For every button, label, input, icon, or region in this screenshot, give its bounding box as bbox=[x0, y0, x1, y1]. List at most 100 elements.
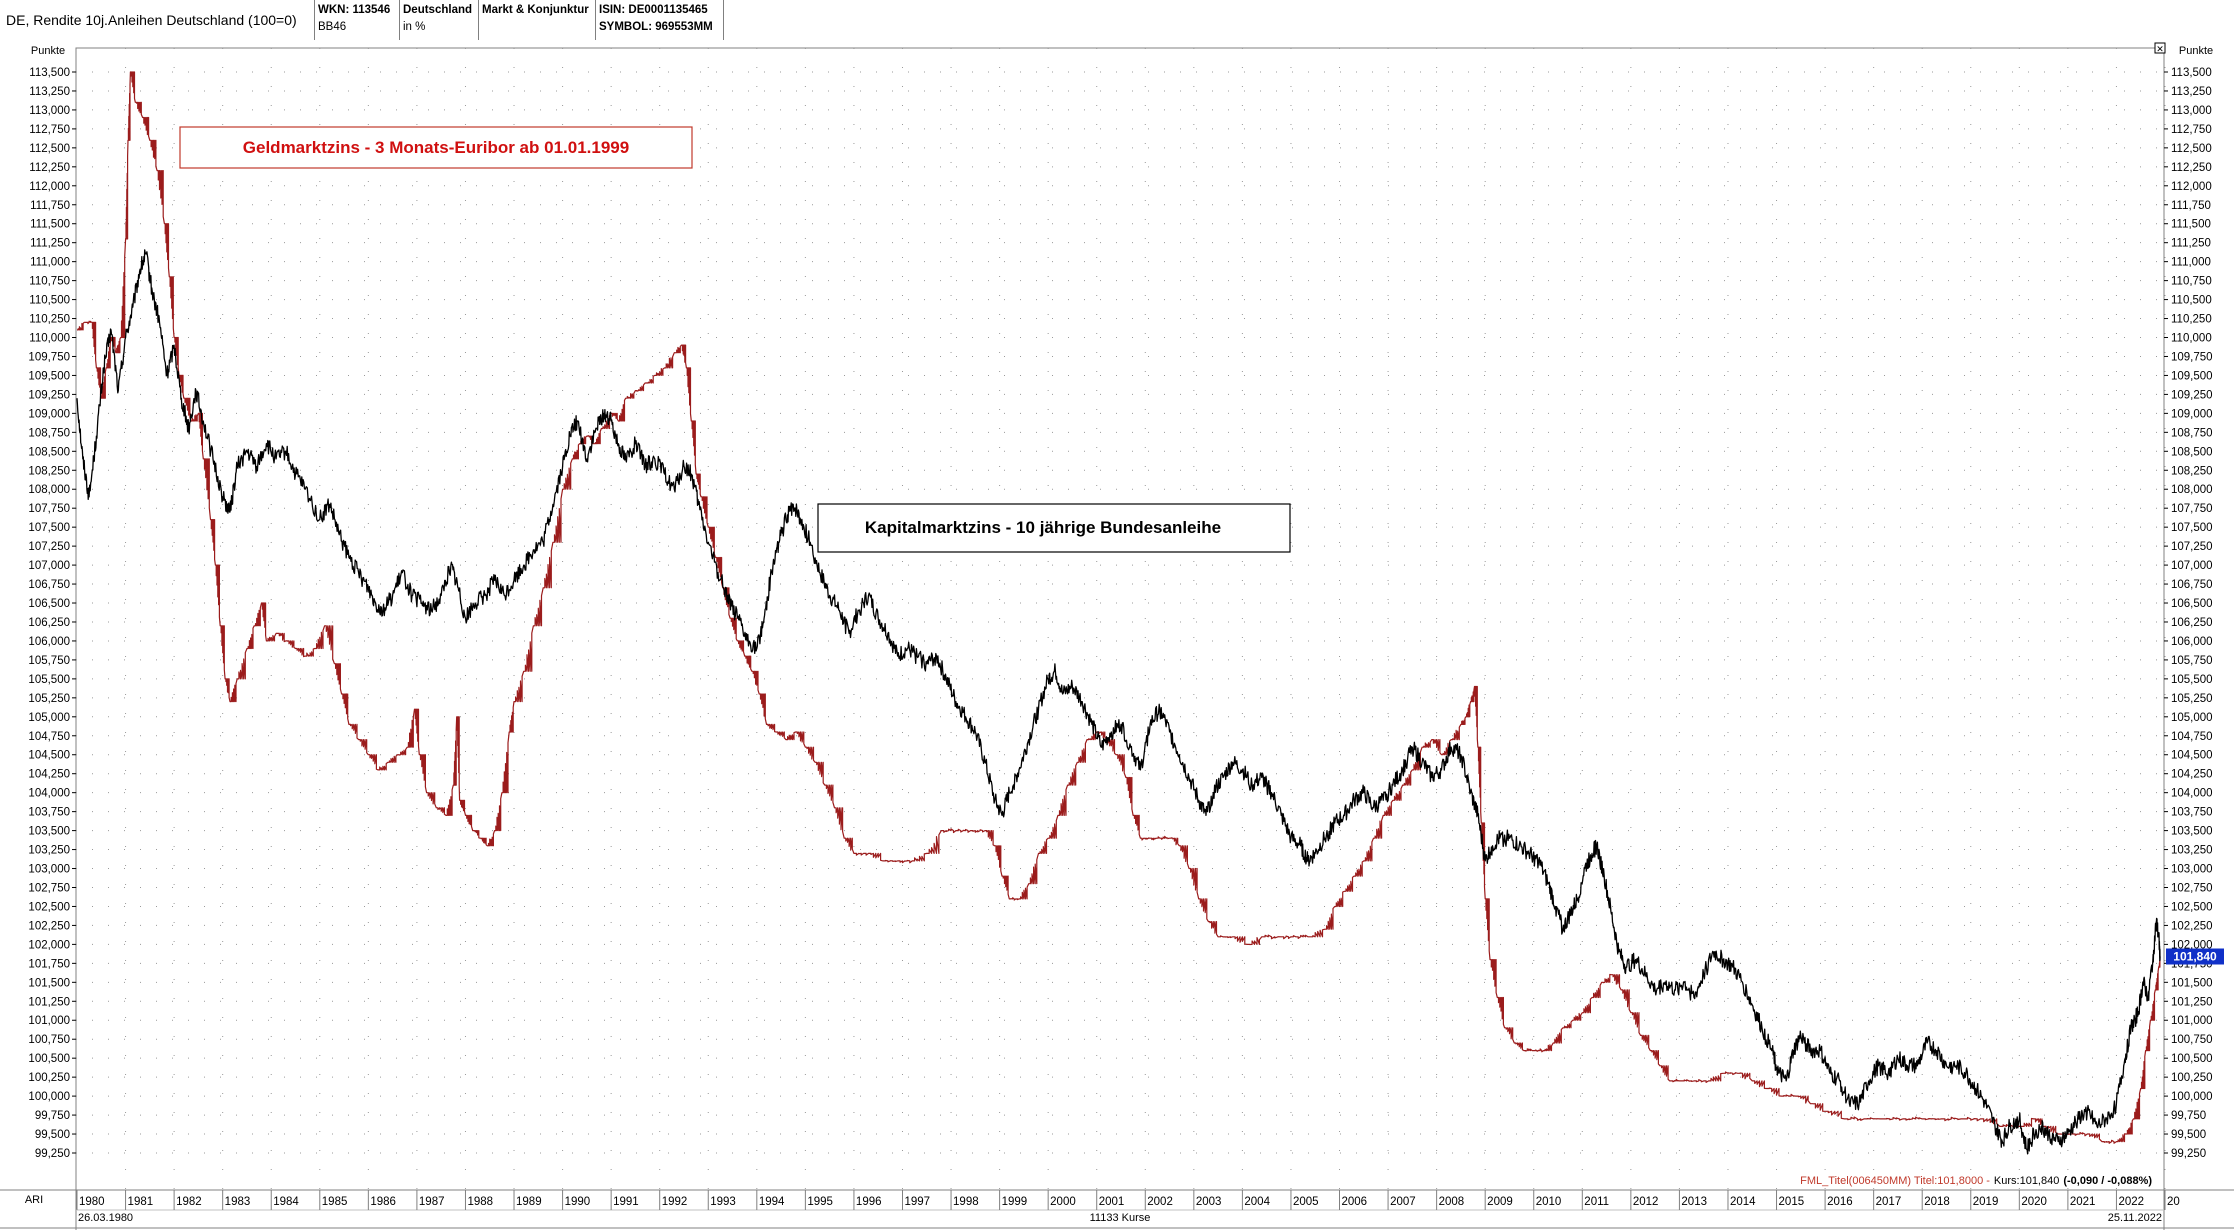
x-tick-label: 1993 bbox=[710, 1196, 736, 1208]
y-tick-label-right: 112,000 bbox=[2171, 181, 2212, 193]
footer-count: 11133 Kurse bbox=[1090, 1212, 1151, 1224]
y-tick-label-left: 103,750 bbox=[28, 807, 70, 819]
y-tick-label-left: 104,000 bbox=[28, 788, 70, 800]
y-axis-title-right: Punkte bbox=[2179, 45, 2213, 57]
y-tick-label-right: 103,250 bbox=[2171, 845, 2213, 857]
x-tick-label: 1980 bbox=[79, 1196, 105, 1208]
y-tick-label-left: 99,500 bbox=[35, 1129, 70, 1141]
footer-left-label: ARI bbox=[25, 1194, 43, 1206]
x-tick-label: 2010 bbox=[1536, 1196, 1562, 1208]
y-tick-label-right: 107,500 bbox=[2171, 522, 2213, 534]
x-tick-label: 1991 bbox=[613, 1196, 639, 1208]
y-tick-label-right: 106,000 bbox=[2171, 636, 2213, 648]
x-axis: 1980 1981 1982 1983 1984 1985 1986 1987 1988 1989… bbox=[76, 1190, 2180, 1210]
x-tick-label: 2018 bbox=[1924, 1196, 1950, 1208]
wkn-label: WKN: 113546 bbox=[318, 4, 391, 16]
x-tick-label: 1998 bbox=[953, 1196, 979, 1208]
y-tick-label-left: 102,750 bbox=[28, 882, 70, 894]
y-tick-label-right: 104,250 bbox=[2171, 769, 2213, 781]
y-tick-label-right: 100,500 bbox=[2171, 1053, 2213, 1065]
y-tick-label-right: 107,250 bbox=[2171, 541, 2213, 553]
x-tick-label: 2021 bbox=[2070, 1196, 2096, 1208]
x-tick-label: 1983 bbox=[225, 1196, 251, 1208]
y-tick-label-right: 109,000 bbox=[2171, 408, 2213, 420]
close-glyph: ✕ bbox=[2156, 44, 2164, 54]
x-tick-label: 2015 bbox=[1779, 1196, 1805, 1208]
y-tick-label-left: 113,000 bbox=[29, 105, 70, 117]
chart-background bbox=[0, 40, 2234, 1230]
legend-title: FML_Titel(006450MM) Titel:101,8000 - bbox=[1800, 1175, 1990, 1187]
y-tick-label-left: 99,750 bbox=[35, 1110, 70, 1122]
y-tick-label-right: 108,250 bbox=[2171, 465, 2213, 477]
y-tick-label-left: 111,000 bbox=[30, 257, 70, 269]
y-tick-label-left: 102,000 bbox=[28, 939, 70, 951]
y-tick-label-right: 100,000 bbox=[2171, 1091, 2213, 1103]
x-tick-label: 1992 bbox=[662, 1196, 688, 1208]
y-tick-label-right: 107,750 bbox=[2171, 503, 2213, 515]
y-tick-label-right: 113,000 bbox=[2171, 105, 2212, 117]
isin-cell: ISIN: DE0001135465 SYMBOL: 969553MM bbox=[596, 0, 724, 40]
y-tick-label-left: 108,500 bbox=[28, 446, 70, 458]
y-tick-label-right: 102,750 bbox=[2171, 882, 2213, 894]
y-tick-label-right: 109,250 bbox=[2171, 389, 2213, 401]
y-tick-label-right: 111,750 bbox=[2171, 200, 2211, 212]
y-axis-title-left: Punkte bbox=[31, 45, 65, 57]
y-tick-label-left: 113,500 bbox=[29, 67, 70, 79]
y-tick-label-right: 110,250 bbox=[2171, 314, 2212, 326]
y-tick-label-left: 106,500 bbox=[28, 598, 70, 610]
wkn-cell: WKN: 113546 BB46 bbox=[315, 0, 400, 40]
x-tick-label: 2012 bbox=[1633, 1196, 1659, 1208]
y-tick-label-left: 106,750 bbox=[28, 579, 70, 591]
y-tick-label-right: 103,000 bbox=[2171, 864, 2213, 876]
x-tick-label: 2006 bbox=[1342, 1196, 1368, 1208]
y-tick-label-left: 99,250 bbox=[35, 1148, 70, 1160]
y-tick-label-left: 100,500 bbox=[28, 1053, 70, 1065]
current-value-badge: 101,840 bbox=[2166, 948, 2224, 965]
y-tick-label-left: 107,750 bbox=[28, 503, 70, 515]
y-tick-label-left: 103,500 bbox=[28, 826, 70, 838]
y-tick-label-left: 109,000 bbox=[28, 408, 70, 420]
legend-kurs: Kurs:101,840 bbox=[1994, 1175, 2059, 1187]
y-tick-label-left: 105,000 bbox=[28, 712, 70, 724]
x-tick-label: 2004 bbox=[1244, 1196, 1270, 1208]
line-chart: 113,500 113,250 113,000 112,750 112,500 112,2… bbox=[0, 40, 2234, 1230]
y-tick-label-right: 99,250 bbox=[2171, 1148, 2206, 1160]
y-tick-label-left: 107,500 bbox=[28, 522, 70, 534]
y-tick-label-right: 110,000 bbox=[2171, 333, 2212, 345]
chart-header: DE, Rendite 10j.Anleihen Deutschland (10… bbox=[0, 0, 2234, 41]
y-tick-label-right: 104,500 bbox=[2171, 750, 2213, 762]
y-tick-label-left: 105,750 bbox=[28, 655, 70, 667]
x-tick-label: 1990 bbox=[565, 1196, 591, 1208]
y-tick-label-left: 106,000 bbox=[28, 636, 70, 648]
annotation-bund: Kapitalmarktzins - 10 jährige Bundesanle… bbox=[817, 503, 1291, 553]
x-tick-label: 1981 bbox=[128, 1196, 154, 1208]
close-icon[interactable]: ✕ bbox=[2154, 42, 2166, 54]
x-tick-label: 1996 bbox=[856, 1196, 882, 1208]
legend-line: FML_Titel(006450MM) Titel:101,8000 - Kurs… bbox=[1800, 1175, 2152, 1187]
annotation-bund-box bbox=[817, 503, 1291, 553]
x-tick-label: 2020 bbox=[2021, 1196, 2047, 1208]
y-tick-label-right: 107,000 bbox=[2171, 560, 2213, 572]
y-tick-label-left: 110,750 bbox=[29, 276, 70, 288]
x-tick-label: 2002 bbox=[1147, 1196, 1173, 1208]
x-tick-label: 1988 bbox=[467, 1196, 493, 1208]
y-tick-label-right: 111,250 bbox=[2171, 238, 2211, 250]
y-tick-label-right: 112,500 bbox=[2171, 143, 2212, 155]
y-tick-label-right: 103,500 bbox=[2171, 826, 2213, 838]
category-label: Markt & Konjunktur bbox=[482, 4, 589, 16]
x-tick-label: 1986 bbox=[370, 1196, 396, 1208]
x-tick-label: 2005 bbox=[1293, 1196, 1319, 1208]
x-tick-label: 2022 bbox=[2118, 1196, 2144, 1208]
current-value-text: 101,840 bbox=[2173, 950, 2217, 964]
y-tick-label-left: 109,500 bbox=[28, 370, 70, 382]
x-tick-label: 1989 bbox=[516, 1196, 542, 1208]
y-tick-label-left: 104,500 bbox=[28, 750, 70, 762]
x-tick-label: 1984 bbox=[273, 1196, 299, 1208]
annotation-euribor: Geldmarktzins - 3 Monats-Euribor ab 01.0… bbox=[179, 126, 693, 169]
footer-end-date: 25.11.2022 bbox=[2108, 1212, 2162, 1224]
x-tick-label: 2014 bbox=[1730, 1196, 1756, 1208]
y-tick-label-right: 101,000 bbox=[2171, 1015, 2213, 1027]
y-tick-label-left: 112,750 bbox=[29, 124, 70, 136]
x-tick-label: 1997 bbox=[904, 1196, 930, 1208]
y-tick-label-left: 108,750 bbox=[28, 427, 70, 439]
